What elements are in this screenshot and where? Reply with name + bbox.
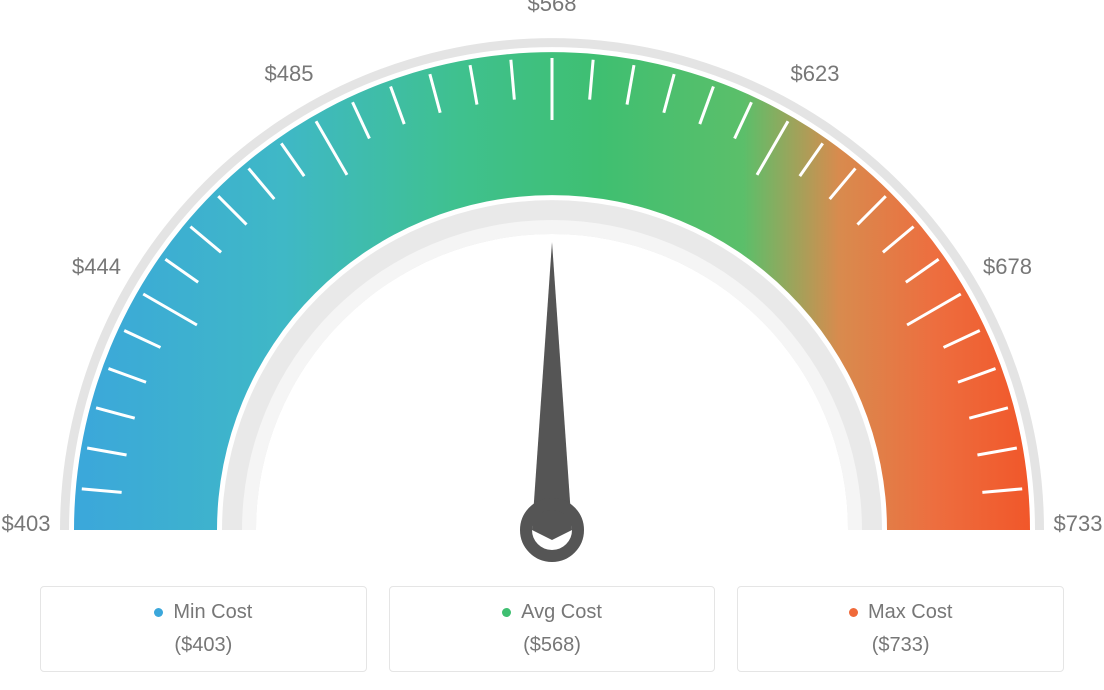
legend-card-min: Min Cost ($403) [40, 586, 367, 672]
legend-value-max: ($733) [748, 634, 1053, 657]
legend-card-avg: Avg Cost ($568) [389, 586, 716, 672]
gauge-tick-label: $444 [72, 254, 121, 280]
dot-avg [502, 608, 511, 617]
legend-title-min: Min Cost [154, 601, 252, 624]
legend-value-avg: ($568) [400, 634, 705, 657]
legend-title-max: Max Cost [849, 601, 952, 624]
gauge-tick-label: $568 [528, 0, 577, 17]
legend-title-avg: Avg Cost [502, 601, 602, 624]
gauge-tick-label: $623 [791, 61, 840, 87]
gauge-tick-label: $485 [265, 61, 314, 87]
legend-label-avg: Avg Cost [521, 601, 602, 624]
dot-max [849, 608, 858, 617]
legend-row: Min Cost ($403) Avg Cost ($568) Max Cost… [40, 586, 1064, 672]
gauge-tick-label: $678 [983, 254, 1032, 280]
legend-card-max: Max Cost ($733) [737, 586, 1064, 672]
legend-value-min: ($403) [51, 634, 356, 657]
legend-label-min: Min Cost [173, 601, 252, 624]
dot-min [154, 608, 163, 617]
gauge-tick-label: $733 [1054, 511, 1103, 537]
gauge-tick-label: $403 [2, 511, 51, 537]
gauge-chart: Min Cost ($403) Avg Cost ($568) Max Cost… [0, 0, 1104, 690]
legend-label-max: Max Cost [868, 601, 952, 624]
